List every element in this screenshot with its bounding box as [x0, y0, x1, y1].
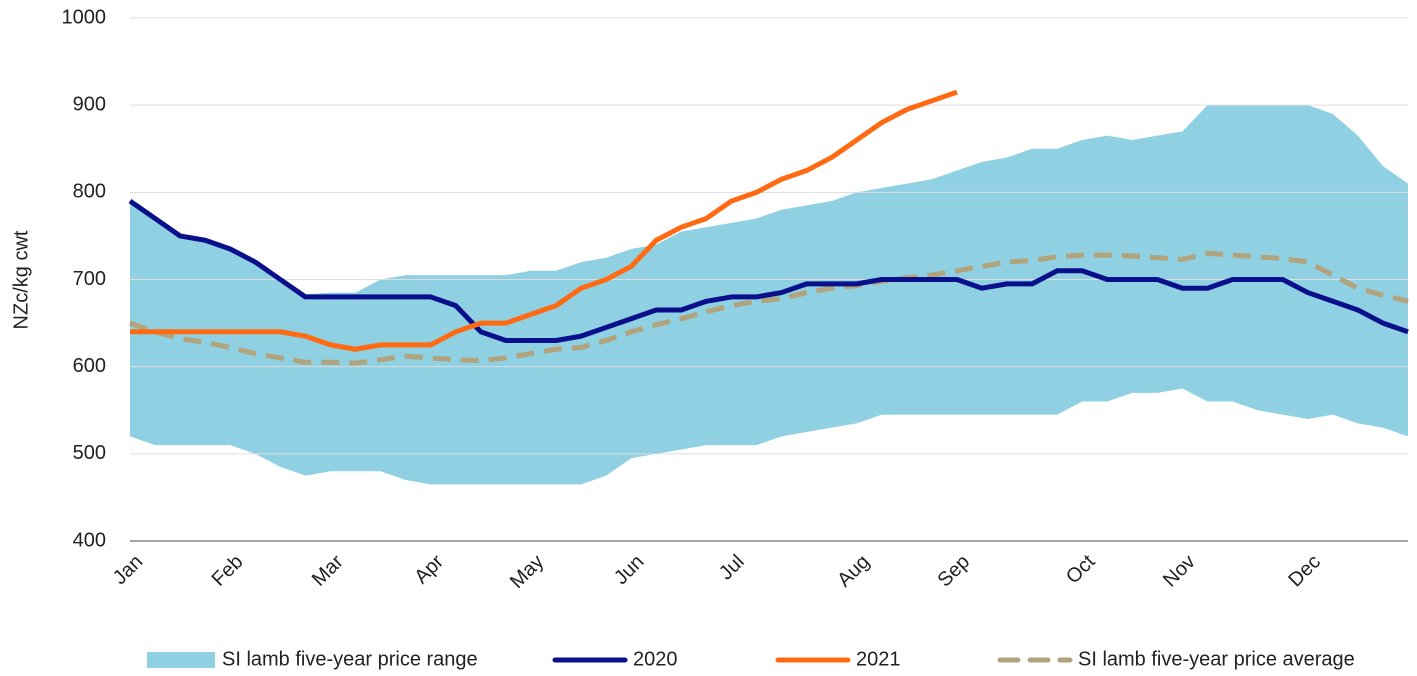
- y-tick-label: 500: [73, 442, 106, 464]
- legend-swatch: [147, 652, 215, 668]
- x-tick-label: Feb: [208, 551, 248, 591]
- series-line: [129, 250, 1409, 366]
- y-tick-label: 1000: [62, 6, 107, 28]
- series-line: [128, 198, 1409, 344]
- legend-label: 2020: [633, 648, 678, 670]
- y-tick-label: 800: [73, 181, 106, 203]
- x-tick-label: Nov: [1159, 551, 1200, 592]
- x-tick-label: Mar: [308, 550, 348, 590]
- y-tick-label: 900: [73, 93, 106, 115]
- x-tick-label: Aug: [833, 551, 874, 592]
- x-tick-label: Dec: [1284, 551, 1325, 592]
- x-tick-label: Jun: [610, 551, 648, 589]
- x-tick-label: Apr: [410, 550, 448, 588]
- x-tick-label: Jul: [715, 551, 749, 585]
- y-tick-label: 600: [73, 355, 106, 377]
- series-line: [130, 89, 958, 352]
- x-tick-label: Sep: [933, 551, 974, 592]
- legend-label: SI lamb five-year price range: [222, 648, 478, 670]
- x-tick-label: Oct: [1062, 550, 1100, 588]
- y-axis-label: NZc/kg cwt: [10, 230, 32, 329]
- y-tick-label: 700: [73, 268, 106, 290]
- y-tick-label: 400: [73, 529, 106, 551]
- legend-label: 2021: [856, 648, 901, 670]
- x-tick-label: May: [506, 551, 548, 593]
- legend-label: SI lamb five-year price average: [1078, 648, 1355, 670]
- x-tick-label: Jan: [109, 551, 147, 589]
